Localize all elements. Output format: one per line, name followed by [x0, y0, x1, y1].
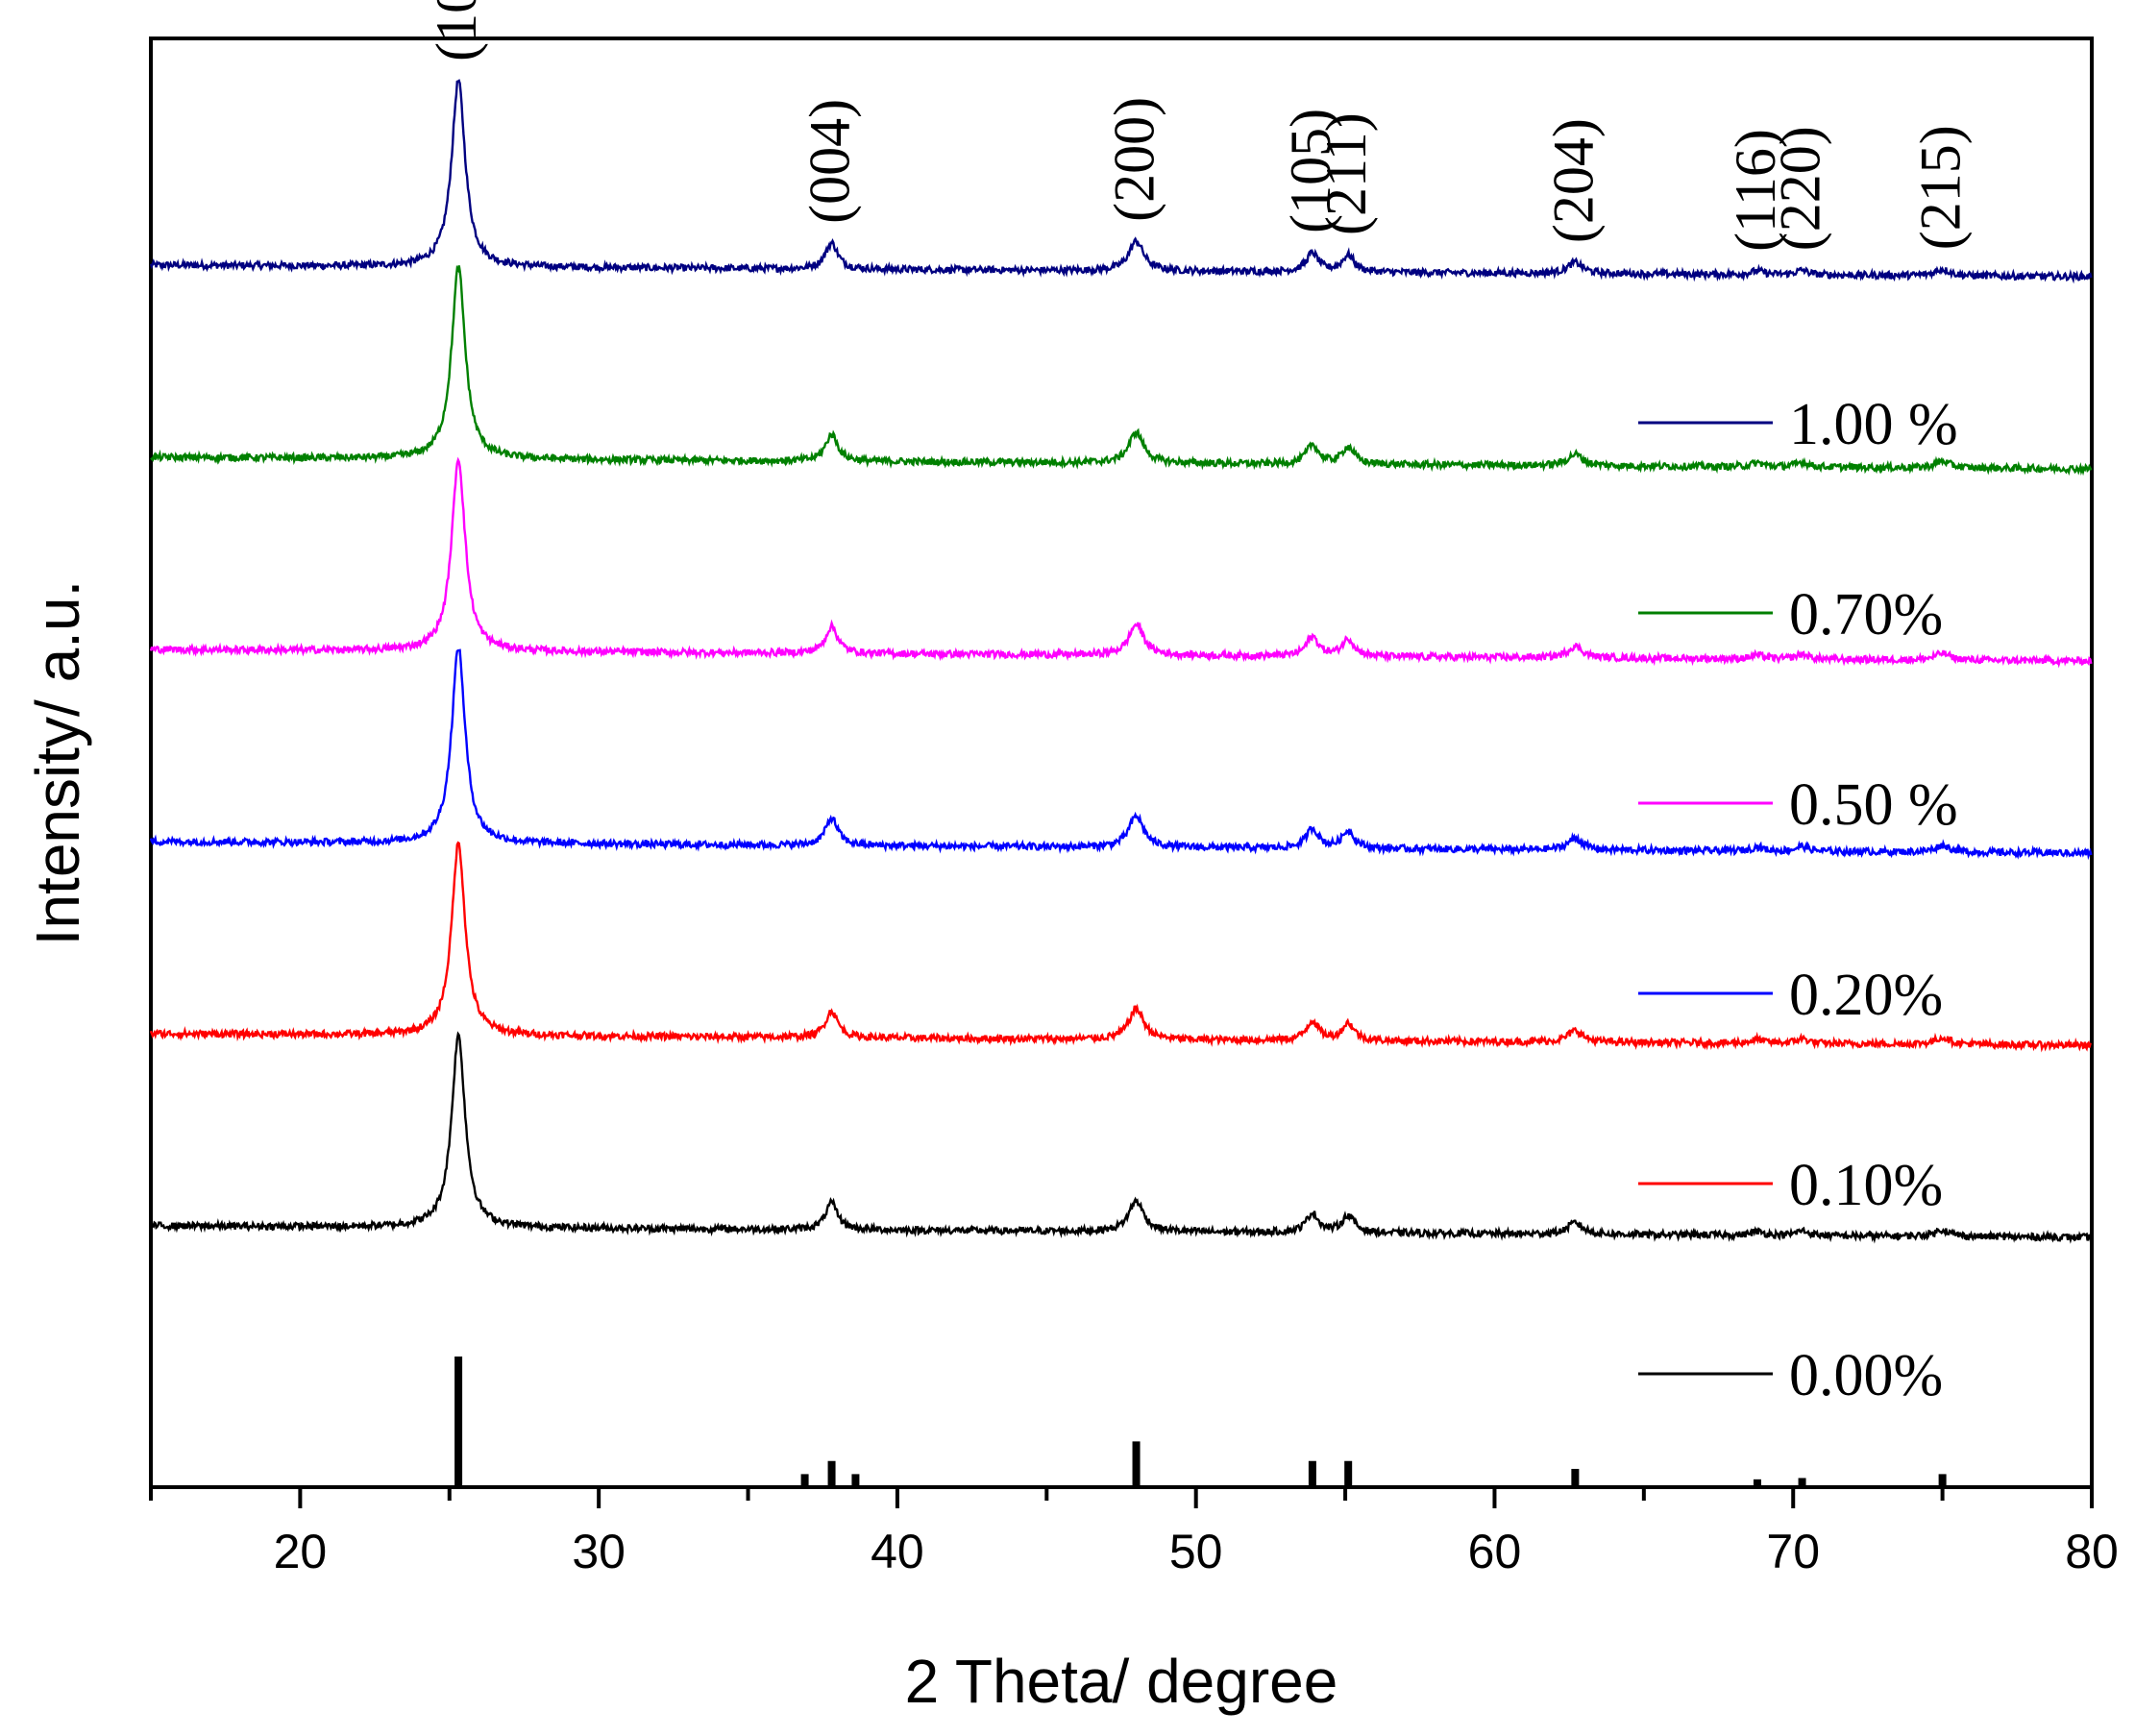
legend-label: 0.20%	[1789, 963, 1943, 1028]
series-line-2	[149, 456, 2093, 669]
legend-label: 1.00 %	[1789, 392, 1958, 457]
legend: 1.00 % 0.70% 0.50 % 0.20% 0.10% 0.00%	[1638, 392, 1958, 1408]
x-tick-label: 30	[572, 1525, 626, 1578]
x-tick-label: 60	[1468, 1525, 1522, 1578]
peak-label-220: (220)	[1769, 126, 1832, 251]
series-line-5	[149, 1031, 2093, 1244]
series-lines	[149, 79, 2093, 1244]
plot-frame	[149, 37, 2094, 1489]
series-line-4	[149, 841, 2093, 1053]
x-tick-label: 20	[274, 1525, 328, 1578]
legend-label: 0.50 %	[1789, 772, 1958, 838]
legend-label: 0.70%	[1789, 582, 1943, 648]
x-tick-label: 80	[2065, 1525, 2119, 1578]
y-axis-title: Intensity/ a.u.	[23, 580, 92, 946]
peak-label-101: (101)	[425, 0, 488, 61]
peak-label-200: (200)	[1103, 97, 1166, 222]
x-tick-label: 50	[1169, 1525, 1223, 1578]
peak-labels: (101) (004) (200) (105)(211) (204) (116)(220)…	[425, 0, 1973, 252]
series-line-0	[149, 79, 2093, 284]
x-axis: 20 30 40 50 60 70 80	[149, 1487, 2119, 1578]
peak-label-211: (211)	[1314, 112, 1378, 235]
x-axis-title: 2 Theta/ degree	[905, 1647, 1338, 1716]
peak-label-116: (116)	[1724, 129, 1787, 252]
series-line-1	[150, 264, 2093, 477]
peak-label-215: (215)	[1909, 125, 1973, 250]
x-tick-label: 70	[1766, 1525, 1820, 1578]
peak-label-004: (004)	[798, 99, 862, 224]
reference-pattern	[454, 1357, 1947, 1487]
legend-label: 0.00%	[1789, 1343, 1943, 1408]
legend-label: 0.10%	[1789, 1153, 1943, 1218]
peak-label-204: (204)	[1541, 118, 1605, 243]
x-tick-label: 40	[871, 1525, 924, 1578]
plot-area: (101) (004) (200) (105)(211) (204) (116)(220)…	[149, 0, 2094, 1489]
series-line-3	[149, 648, 2093, 861]
peak-label-105: (105)	[1279, 109, 1342, 233]
